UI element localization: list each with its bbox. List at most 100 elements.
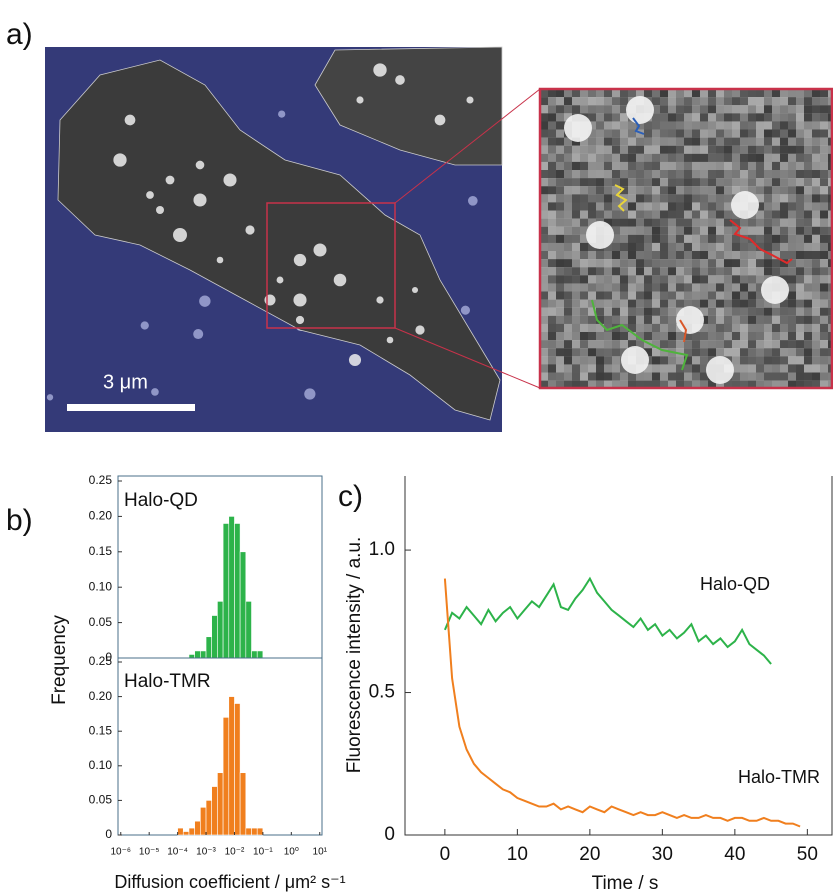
inset-pixel [804,178,812,187]
inset-pixel [628,332,636,341]
inset-pixel [668,364,676,373]
inset-pixel [692,153,700,162]
inset-pixel [732,113,740,122]
inset-pixel [548,356,556,365]
inset-pixel [580,299,588,308]
inset-pixel [716,121,724,130]
inset-pixel [796,299,804,308]
inset-pixel [644,332,652,341]
inset-pixel [732,315,740,324]
inset-pixel [740,380,748,389]
inset-pixel [604,145,612,154]
inset-pixel [788,332,796,341]
inset-pixel [700,137,708,146]
inset-pixel [668,307,676,316]
inset-pixel [796,89,804,98]
inset-pixel [828,315,833,324]
inset-pixel [788,356,796,365]
inset-pixel [764,315,772,324]
inset-pixel [796,372,804,381]
inset-pixel [756,307,764,316]
inset-pixel [636,283,644,292]
inset-pixel [548,121,556,130]
inset-pixel [540,178,548,187]
inset-pixel [732,89,740,98]
inset-pixel [828,299,833,308]
inset-pixel [756,332,764,341]
inset-pixel [700,340,708,349]
inset-pixel [548,283,556,292]
fluorescent-spot [216,256,224,264]
inset-pixel [564,178,572,187]
inset-pixel [780,226,788,235]
panel-label: a) [6,18,33,51]
inset-pixel [700,121,708,130]
inset-pixel [716,137,724,146]
inset-pixel [756,178,764,187]
inset-pixel [572,89,580,98]
inset-pixel [596,202,604,211]
background-spot [199,295,211,307]
inset-pixel [708,113,716,122]
inset-pixel [700,234,708,243]
inset-pixel [596,380,604,389]
inset-pixel [724,380,732,389]
inset-pixel [732,380,740,389]
inset-pixel [572,234,580,243]
inset-pixel [788,291,796,300]
inset-pixel [684,267,692,276]
inset-pixel [596,267,604,276]
hist-bar [200,650,207,659]
inset-pixel [724,170,732,179]
inset-pixel [764,137,772,146]
inset-pixel [620,267,628,276]
inset-pixel [756,194,764,203]
inset-pixel [772,105,780,114]
inset-pixel [636,161,644,171]
inset-pixel [764,97,772,106]
inset-pixel [700,202,708,211]
inset-pixel [772,267,780,276]
inset-pixel [572,315,580,324]
inset-pixel [684,97,692,106]
inset-pixel [772,356,780,365]
inset-pixel [708,218,716,227]
inset-pixel [580,242,588,252]
inset-pixel [588,315,596,324]
inset-pixel [596,113,604,122]
inset-pixel [756,291,764,300]
inset-pixel [652,242,660,252]
x-tick-label: 20 [579,844,600,865]
hist-bar [256,827,264,836]
inset-pixel [732,218,740,227]
inset-pixel [796,226,804,235]
inset-pixel [548,202,556,211]
inset-pixel [612,267,620,276]
inset-pixel [588,121,596,130]
inset-pixel [660,202,668,211]
inset-pixel [684,332,692,341]
inset-pixel [644,299,652,308]
inset-pixel [540,307,548,316]
inset-pixel [540,259,548,268]
inset-pixel [652,218,660,227]
inset-pixel [812,323,820,333]
inset-pixel [788,194,796,203]
inset-pixel [708,226,716,235]
inset-pixel [708,97,716,106]
hist-bar [182,831,190,836]
inset-pixel [804,283,812,292]
inset-pixel [660,186,668,195]
hist-bar [211,615,218,659]
inset-pixel [828,145,833,154]
inset-pixel [676,97,684,106]
inset-pixel [788,218,796,227]
inset-pixel [564,210,572,219]
y-tick-label: 0.15 [89,723,113,737]
inset-pixel [564,145,572,154]
inset-pixel [644,251,652,260]
inset-pixel [676,348,684,357]
fluorescent-spot [173,228,187,242]
inset-pixel [564,348,572,357]
inset-pixel [612,137,620,146]
